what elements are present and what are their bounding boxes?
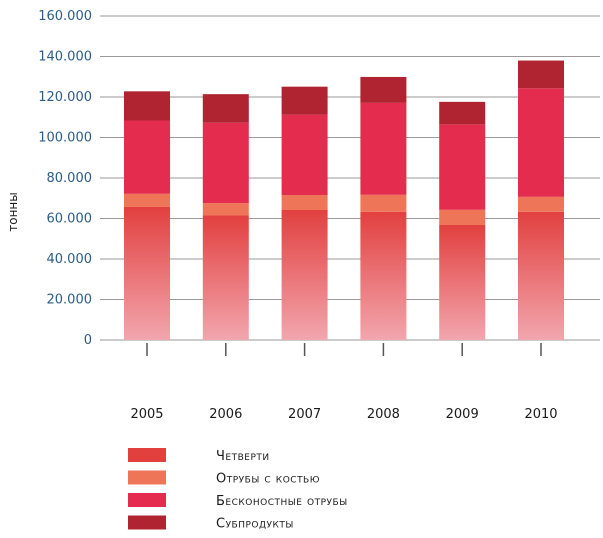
bar-segment <box>518 196 564 212</box>
x-tick-label: 2008 <box>367 407 400 422</box>
legend-swatch <box>128 470 166 485</box>
bar-segment <box>360 211 407 340</box>
x-tick-label: 2010 <box>524 407 557 422</box>
bar-segment <box>124 206 170 340</box>
x-tick-label: 2009 <box>446 407 479 422</box>
bar-segment <box>518 211 564 340</box>
legend-label: Отрубы с костью <box>216 472 320 487</box>
x-tick-label: 2007 <box>288 407 321 422</box>
bar-segment <box>281 209 328 340</box>
x-tick-label: 2005 <box>130 407 163 422</box>
legend-label: Бесконостные отрубы <box>216 494 348 509</box>
bar-segment <box>281 114 328 196</box>
bar-segment <box>124 120 170 194</box>
y-tick-label: 160.000 <box>38 9 92 24</box>
bar-segment <box>281 195 328 210</box>
bar-segment <box>439 224 486 340</box>
legend-swatch <box>128 515 166 530</box>
y-tick-label: 20.000 <box>47 293 93 308</box>
bar-segment <box>439 209 486 225</box>
y-tick-label: 0 <box>84 333 92 348</box>
bars <box>124 60 564 340</box>
bar-segment <box>202 203 249 216</box>
x-tick-label: 2006 <box>209 407 242 422</box>
legend: Четверти Отрубы с костью Бесконостные отру… <box>128 448 348 532</box>
bar-segment <box>439 124 486 210</box>
x-axis: 2005 2006 2007 2008 2009 2010 <box>130 343 558 422</box>
bar-segment <box>124 193 170 207</box>
bar-segment <box>202 122 249 204</box>
legend-label: Субпродукты <box>216 517 294 532</box>
y-axis-label: тонны <box>6 192 20 232</box>
bar-segment <box>518 88 564 197</box>
y-tick-label: 60.000 <box>47 212 93 227</box>
bar-segment <box>202 215 249 340</box>
y-gridlines <box>100 15 600 341</box>
y-tick-label: 140.000 <box>38 50 92 65</box>
bar-segment <box>518 60 564 89</box>
legend-label: Четверти <box>216 449 270 464</box>
bar-segment <box>360 194 407 212</box>
bar-segment <box>360 102 407 195</box>
bar-segment <box>360 76 407 103</box>
bar-segment <box>281 86 328 115</box>
y-tick-labels: 0 20.000 40.000 60.000 80.000 100.000 120.000 1… <box>38 9 92 348</box>
bar-segment <box>202 94 249 123</box>
legend-swatch <box>128 493 166 507</box>
y-tick-label: 80.000 <box>47 171 93 186</box>
y-tick-label: 100.000 <box>38 131 92 146</box>
y-tick-label: 120.000 <box>38 90 92 105</box>
bar-segment <box>439 101 486 125</box>
bar-segment <box>124 91 170 121</box>
y-tick-label: 40.000 <box>47 252 93 267</box>
legend-swatch <box>128 448 166 462</box>
